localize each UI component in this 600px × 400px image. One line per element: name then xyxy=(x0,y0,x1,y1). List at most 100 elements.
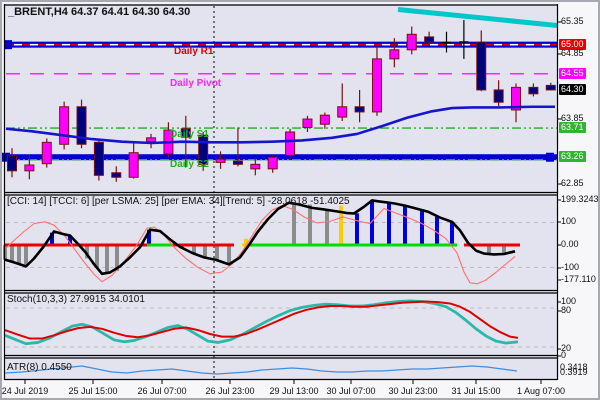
candle xyxy=(442,31,451,53)
cci-histogram-bar xyxy=(502,245,506,255)
candle xyxy=(76,99,87,149)
time-axis-label: 25 Jul 15:00 xyxy=(68,386,118,396)
candle-body xyxy=(319,114,330,125)
cci-axis-label: 199.3243 xyxy=(561,194,599,204)
candle-body xyxy=(267,156,278,170)
candle xyxy=(371,45,382,116)
cci-histogram-bar xyxy=(244,238,248,245)
price-axis-label: 63.26 xyxy=(559,151,586,162)
candle-body xyxy=(511,86,522,111)
cci-histogram-bar xyxy=(387,203,391,245)
candle-body xyxy=(232,160,243,165)
candle xyxy=(24,154,35,180)
candle xyxy=(41,138,52,168)
candlestick-series xyxy=(7,20,556,182)
horizontal-level-line-63-26[interactable] xyxy=(4,154,557,161)
cci-histogram-bar xyxy=(203,245,207,258)
candle xyxy=(285,128,296,160)
candle-body xyxy=(285,131,296,156)
candle xyxy=(424,31,435,46)
time-axis-label: 31 Jul 15:00 xyxy=(451,386,501,396)
candle xyxy=(337,83,348,121)
candle-body xyxy=(545,84,556,91)
cci-axis-label: -177.110 xyxy=(561,274,596,284)
candle-body xyxy=(337,106,348,118)
line-handle-left[interactable] xyxy=(2,152,10,162)
price-axis-label: 64.85 xyxy=(561,48,584,58)
candle-body xyxy=(528,86,539,95)
time-axis-label: 24 Jul 2019 xyxy=(1,386,49,396)
candle-body xyxy=(7,155,17,172)
tcci-line xyxy=(4,199,516,276)
candle-body xyxy=(93,141,104,176)
candle-body xyxy=(111,172,122,178)
stoch-signal-line xyxy=(4,300,519,340)
cci-histogram-bar xyxy=(227,245,231,265)
time-axis-label: 1 Aug 07:00 xyxy=(516,386,566,396)
candle xyxy=(354,89,365,123)
price-axis-label: 65.00 xyxy=(559,39,586,50)
candle-body xyxy=(354,106,365,113)
cci-histogram-bar xyxy=(147,229,151,245)
cci-axis-label: 0.00 xyxy=(561,239,579,249)
stoch-axis-label: 0 xyxy=(561,350,567,360)
cci-histogram-bar xyxy=(325,209,329,245)
candle xyxy=(319,112,330,129)
candle-body xyxy=(41,141,52,165)
cci-histogram-bar xyxy=(95,245,99,268)
candle-body xyxy=(24,164,35,172)
price-axis-label: 64.30 xyxy=(559,84,586,95)
candle xyxy=(406,26,417,55)
candle-body xyxy=(371,58,382,113)
cci-histogram-bar xyxy=(487,245,491,255)
cci-histogram-bar xyxy=(339,205,343,245)
cci-histogram-bar xyxy=(115,245,119,271)
cci-histogram-bar xyxy=(450,221,454,245)
candle xyxy=(267,154,278,173)
candle xyxy=(250,157,261,176)
cci-histogram-bar xyxy=(17,245,21,264)
candle-body xyxy=(389,49,400,60)
candle xyxy=(7,148,17,178)
time-axis-label: 30 Jul 23:00 xyxy=(388,386,438,396)
cci-histogram-bar xyxy=(308,204,312,245)
price-axis-label: 65.35 xyxy=(561,16,584,26)
time-axis-label: 30 Jul 07:00 xyxy=(326,386,376,396)
stoch-axis-label: 20 xyxy=(561,343,572,353)
price-axis-label: 63.85 xyxy=(561,113,584,123)
candle xyxy=(459,20,469,59)
candle xyxy=(476,30,487,92)
candle xyxy=(493,80,504,107)
candle xyxy=(198,131,209,171)
cci-histogram-bar xyxy=(85,245,89,259)
candle-body xyxy=(215,158,226,163)
cci-histogram-bar xyxy=(215,245,219,261)
candle-body xyxy=(128,152,139,178)
cci-histogram-bar xyxy=(420,209,424,245)
line-handle-right[interactable] xyxy=(546,152,554,162)
candle xyxy=(215,151,226,169)
candle xyxy=(511,83,522,123)
cci-histogram-bar xyxy=(403,205,407,245)
cci-histogram-bar xyxy=(292,203,296,245)
candle-body xyxy=(59,106,70,145)
cci-histogram-bar xyxy=(24,245,28,266)
candle xyxy=(128,142,139,179)
candle-body xyxy=(76,106,87,145)
price-axis-label: 62.85 xyxy=(561,178,584,188)
stoch-main-line xyxy=(4,299,519,346)
candle-body xyxy=(146,137,157,143)
descending-trendline[interactable] xyxy=(397,7,558,28)
ma-line xyxy=(5,105,555,145)
cci-histogram-bar xyxy=(68,235,72,245)
candle xyxy=(389,38,400,68)
line-handle-left[interactable] xyxy=(4,40,12,50)
time-axis-background xyxy=(4,380,558,398)
candle-body xyxy=(476,41,487,91)
cci-histogram-bar xyxy=(10,245,14,262)
price-axis-label: 63.71 xyxy=(559,122,586,133)
candle xyxy=(111,166,122,182)
time-axis-label: 26 Jul 23:00 xyxy=(205,386,255,396)
